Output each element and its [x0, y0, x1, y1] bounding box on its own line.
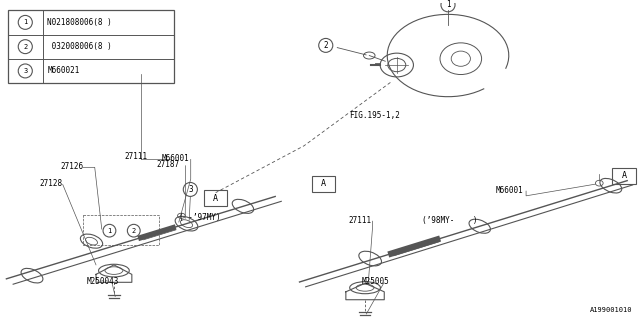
Bar — [83, 215, 159, 245]
Text: 2: 2 — [323, 41, 328, 50]
Text: 3: 3 — [188, 185, 193, 194]
Text: N021808006(8 ): N021808006(8 ) — [47, 18, 112, 27]
Text: 27128: 27128 — [40, 179, 63, 188]
Text: 27126: 27126 — [61, 162, 84, 171]
Bar — [312, 176, 335, 192]
Text: M66001: M66001 — [496, 186, 524, 195]
Text: 1: 1 — [23, 20, 28, 25]
Text: FIG.195-1,2: FIG.195-1,2 — [349, 111, 399, 120]
Text: 2: 2 — [132, 228, 136, 234]
Text: A199001010: A199001010 — [590, 307, 632, 313]
Text: A: A — [621, 172, 627, 180]
Text: M66001: M66001 — [162, 154, 189, 163]
Text: M660021: M660021 — [47, 67, 80, 76]
Text: A: A — [213, 194, 218, 203]
Bar — [8, 10, 174, 83]
Text: 2: 2 — [23, 44, 28, 50]
Text: ( -’97MY): ( -’97MY) — [179, 212, 221, 221]
Text: (’98MY-    ): (’98MY- ) — [422, 216, 478, 225]
Bar — [612, 168, 636, 184]
Text: 1: 1 — [445, 0, 451, 9]
Text: 27187: 27187 — [157, 160, 180, 169]
Text: 3: 3 — [23, 68, 28, 74]
Bar — [204, 190, 227, 206]
Text: 27111: 27111 — [349, 216, 372, 225]
Text: 032008006(8 ): 032008006(8 ) — [47, 42, 112, 51]
Text: 27111: 27111 — [125, 152, 148, 161]
Text: A: A — [321, 179, 326, 188]
Text: M25005: M25005 — [362, 277, 389, 286]
Text: M250043: M250043 — [86, 277, 119, 286]
Text: 1: 1 — [108, 228, 111, 234]
